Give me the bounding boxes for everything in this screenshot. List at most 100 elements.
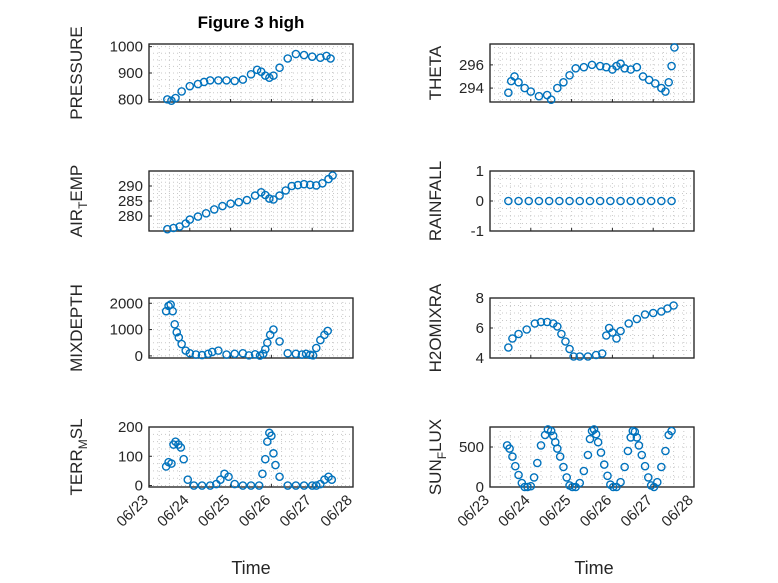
data-point (510, 72, 519, 81)
data-point (593, 437, 603, 447)
data-point (565, 196, 574, 206)
y-axis-label: PRESSURE (67, 26, 86, 120)
data-point (183, 475, 193, 484)
data-point (623, 446, 633, 456)
data-point (632, 433, 642, 442)
data-point (648, 308, 658, 318)
axes-border (148, 426, 354, 488)
data-point (608, 482, 618, 492)
y-tick-label: 4 (476, 350, 484, 367)
data-point (585, 196, 595, 206)
data-point (559, 77, 568, 87)
data-point (205, 76, 215, 85)
data-point (265, 73, 274, 83)
data-point (230, 76, 239, 86)
data-point (562, 473, 572, 482)
data-point (634, 441, 644, 450)
x-tick-label: 06/25 (195, 492, 234, 531)
data-point (595, 196, 605, 206)
data-point (323, 326, 333, 336)
data-point (185, 215, 195, 224)
y-tick-label: 500 (459, 439, 484, 456)
y-tick-label: 290 (118, 178, 143, 195)
data-point (216, 475, 225, 484)
data-point (504, 196, 513, 206)
x-tick-label: 06/24 (154, 492, 193, 531)
data-point (311, 481, 321, 490)
data-point (234, 197, 244, 207)
y-axis-label: TERRMSL (67, 418, 90, 495)
y-tick-label: 2000 (110, 295, 143, 312)
data-point (579, 466, 589, 476)
data-point (246, 70, 256, 79)
data-point (271, 460, 280, 470)
data-point (327, 475, 337, 484)
data-point (667, 61, 676, 71)
data-point (189, 481, 199, 490)
data-point (661, 87, 670, 96)
data-point (176, 443, 186, 452)
y-tick-label: 1 (476, 163, 484, 180)
data-point (575, 196, 585, 206)
data-point (242, 195, 252, 205)
data-point (275, 191, 284, 200)
x-axis-label-left: Time (231, 558, 270, 578)
y-tick-label: 8 (476, 290, 484, 307)
y-tick-label: 1000 (110, 322, 143, 339)
axes-frame (148, 426, 354, 488)
data-point (533, 458, 542, 468)
data-point (667, 426, 676, 436)
data-point (636, 196, 646, 206)
data-point (311, 343, 321, 353)
data-point (565, 71, 574, 80)
data-point (650, 79, 660, 88)
data-point (616, 196, 625, 206)
y-axis-label: H2OMIXRA (426, 283, 445, 372)
data-point (591, 429, 601, 439)
data-point (167, 459, 176, 468)
data-point (308, 351, 318, 360)
data-point (263, 437, 272, 446)
x-tick-label: 06/27 (276, 492, 315, 531)
data-point (520, 482, 529, 492)
data-point (508, 334, 517, 343)
subplot-8: 06/23 06/24 06/25 06/26 06/27 06/28 0 500 SUNFLU… (426, 419, 697, 531)
data-point (657, 196, 666, 206)
data-point (238, 75, 248, 84)
data-point (536, 441, 546, 450)
data-point (542, 317, 552, 327)
data-point (179, 454, 188, 464)
data-point (608, 328, 617, 337)
data-point (269, 71, 278, 80)
data-point (624, 319, 634, 328)
data-point (207, 347, 217, 357)
y-tick-label: 200 (118, 419, 143, 436)
data-point (307, 52, 317, 61)
data-point (205, 481, 215, 490)
data-point (595, 61, 605, 71)
data-point (620, 64, 629, 73)
subplot-4: -1 0 1 RAINFALL (426, 161, 695, 241)
x-tick-label: 06/24 (495, 492, 534, 531)
data-point (168, 306, 177, 316)
data-point (230, 479, 239, 489)
data-point (214, 346, 223, 355)
data-point (559, 462, 568, 472)
data-point (230, 349, 239, 359)
data-point (514, 329, 523, 339)
data-point (508, 452, 517, 461)
subplot-2: 294 296 THETA (426, 43, 695, 104)
data-point (644, 473, 653, 482)
data-point (632, 62, 642, 72)
x-tick-label: 06/28 (658, 492, 697, 531)
y-tick-label: 0 (135, 478, 143, 495)
data-point (606, 196, 615, 206)
y-tick-label: 1000 (110, 39, 143, 56)
data-point (218, 201, 227, 211)
x-tick-label: 06/23 (454, 492, 493, 531)
data-point (185, 348, 195, 358)
data-point (569, 352, 578, 361)
data-point (258, 469, 267, 479)
data-point (510, 461, 520, 471)
data-point (244, 351, 254, 360)
